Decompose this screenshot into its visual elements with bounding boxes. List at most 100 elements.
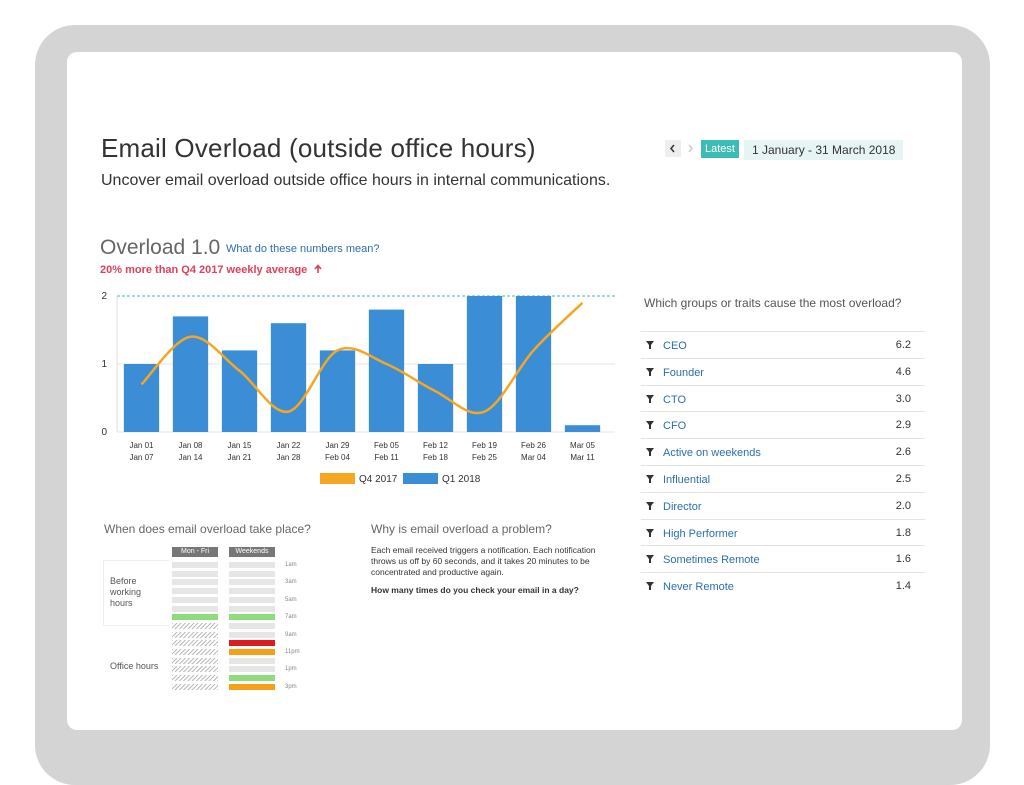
- time-label: 7am: [285, 614, 297, 621]
- x-tick-label: Feb 11: [374, 453, 399, 462]
- heat-cell: [172, 579, 218, 586]
- why-question: How many times do you check your email i…: [371, 585, 579, 595]
- row-label: CEO: [663, 340, 687, 352]
- table-row[interactable]: High Performer 1.8: [641, 518, 925, 546]
- bar: [564, 425, 601, 432]
- why-title: Why is email overload a problem?: [371, 522, 552, 536]
- x-tick-label: Mar 04: [521, 453, 546, 462]
- heat-cell: [229, 631, 275, 638]
- chart: 0 1 2 Jan 01 Jan 07 Jan 08 Jan 14 Jan 15 Jan 21 J…: [101, 291, 615, 485]
- table-row[interactable]: Influential 2.5: [641, 465, 925, 492]
- heat-cell: [172, 683, 218, 690]
- help-link[interactable]: What do these numbers mean?: [226, 243, 380, 255]
- heat-cell: [172, 657, 218, 664]
- x-tick-label: Feb 05: [374, 441, 399, 450]
- row-label: Active on weekends: [663, 447, 761, 460]
- heat-cell: [172, 666, 218, 673]
- heat-cell: [229, 649, 275, 655]
- x-tick-label: Feb 12: [423, 441, 448, 450]
- heat-cell: [172, 605, 218, 612]
- page-title: Email Overload (outside office hours): [101, 133, 536, 163]
- table-row[interactable]: CEO 6.2: [641, 331, 925, 358]
- heat-cell: [229, 657, 275, 664]
- row-label: Director: [663, 500, 702, 513]
- row-value: 1.6: [895, 553, 911, 566]
- table-row[interactable]: CFO 2.9: [641, 411, 925, 438]
- x-tick-label: Jan 29: [325, 441, 350, 450]
- x-tick-label: Feb 25: [472, 453, 497, 462]
- bar: [221, 350, 258, 432]
- row-value: 3.0: [895, 392, 911, 405]
- legend-swatch: [403, 473, 438, 484]
- x-tick-label: Jan 22: [276, 441, 301, 450]
- row-label: CFO: [663, 420, 687, 433]
- y-tick-label: 1: [101, 359, 107, 370]
- heat-cell: [172, 596, 218, 603]
- table-row[interactable]: Active on weekends 2.6: [641, 438, 925, 465]
- table-row[interactable]: Founder 4.6: [641, 357, 925, 385]
- when-title: When does email overload take place?: [104, 522, 311, 536]
- group-label: Before working hours: [110, 576, 142, 608]
- bar: [172, 316, 209, 432]
- filter-icon: [646, 582, 654, 591]
- heat-cell: [229, 622, 275, 629]
- change-text: 20% more than Q4 2017 weekly average: [100, 264, 308, 276]
- heat-cell: [172, 614, 218, 621]
- x-tick-label: Mar 11: [570, 453, 595, 462]
- heat-cell: [229, 683, 275, 690]
- filter-icon: [646, 475, 654, 483]
- table-row[interactable]: Director 2.0: [641, 491, 925, 519]
- row-value: 1.4: [895, 580, 911, 593]
- up-arrow: [314, 264, 322, 273]
- row-value: 4.6: [895, 365, 911, 378]
- x-tick-label: Jan 07: [129, 453, 154, 462]
- time-label: 11pm: [285, 649, 300, 655]
- line: [140, 301, 584, 415]
- x-tick-label: Feb 19: [472, 441, 497, 450]
- bar: [515, 296, 552, 432]
- filter-icon: [646, 367, 654, 376]
- time-label: 9am: [285, 631, 297, 638]
- nav-arrows[interactable]: [665, 140, 699, 158]
- time-label: 1am: [285, 562, 297, 568]
- time-label: 1pm: [285, 666, 297, 673]
- row-label: High Performer: [663, 527, 738, 540]
- row-label: Never Remote: [663, 581, 734, 594]
- x-tick-label: Jan 28: [276, 453, 301, 462]
- heat-cell: [229, 675, 275, 682]
- y-tick-label: 2: [101, 291, 107, 302]
- row-value: 2.5: [895, 473, 911, 485]
- row-value: 2.9: [895, 419, 911, 432]
- row-label: CTO: [663, 393, 687, 406]
- legend-label: Q4 2017: [359, 474, 398, 485]
- row-label: Founder: [663, 366, 704, 379]
- x-tick-label: Feb 26: [521, 441, 546, 450]
- prev-button[interactable]: [665, 140, 681, 157]
- why-body: Each email received triggers a notificat…: [371, 545, 596, 577]
- heat-cell: [172, 570, 218, 577]
- x-tick-label: Jan 15: [227, 441, 252, 450]
- filter-icon: [646, 501, 654, 510]
- next-icon: [688, 144, 693, 153]
- time-label: 3pm: [285, 683, 297, 690]
- row-value: 2.0: [895, 499, 911, 512]
- table-row[interactable]: Never Remote 1.4: [641, 572, 925, 599]
- heat-cell: [229, 588, 275, 595]
- time-label: 3am: [285, 579, 297, 586]
- heat-cell: [172, 622, 218, 629]
- filter-icon: [646, 528, 654, 537]
- heat-cell: [229, 614, 275, 621]
- latest-button[interactable]: Latest: [701, 140, 739, 158]
- column-header: Mon - Fri: [172, 547, 218, 557]
- x-tick-label: Jan 21: [227, 453, 252, 462]
- date-range[interactable]: 1 January - 31 March 2018: [744, 140, 904, 160]
- group-box: [103, 560, 169, 626]
- table-row[interactable]: Sometimes Remote 1.6: [641, 545, 925, 572]
- table-row[interactable]: CTO 3.0: [641, 384, 925, 412]
- page-subtitle: Uncover email overload outside office ho…: [101, 172, 611, 189]
- x-tick-label: Jan 08: [178, 441, 203, 450]
- heat-cell: [229, 666, 275, 673]
- heat-cell: [229, 570, 275, 577]
- legend-swatch: [320, 473, 355, 484]
- heat-cell: [229, 605, 275, 612]
